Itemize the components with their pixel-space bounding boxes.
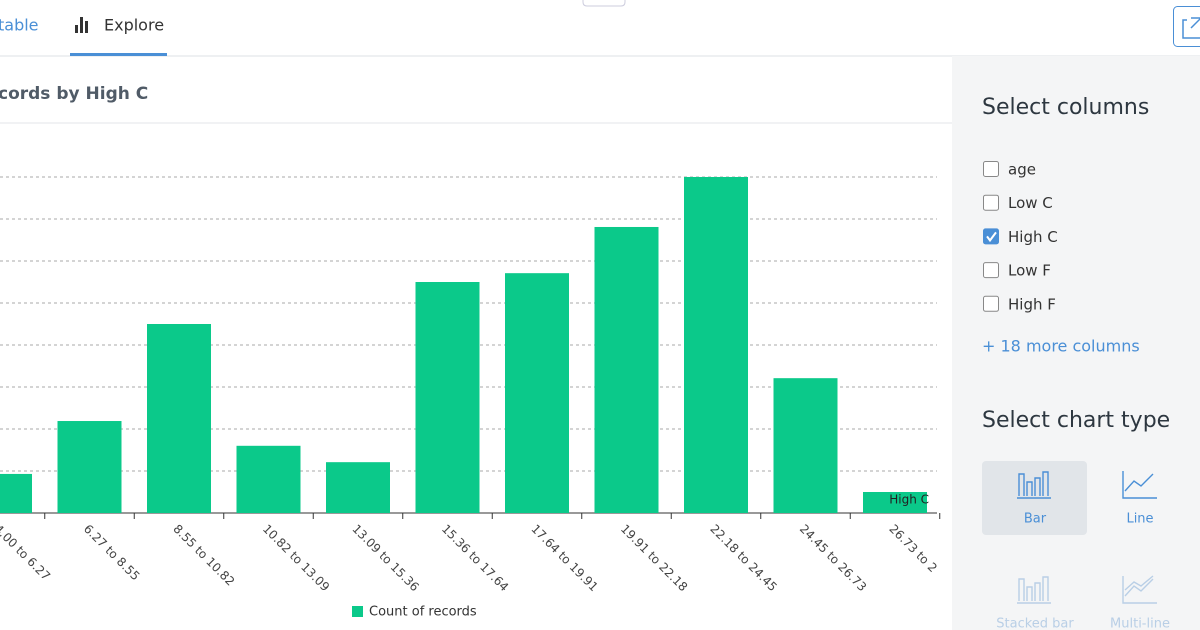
top-bar (0, 0, 1200, 56)
chart-type-label[interactable]: Bar (1024, 512, 1047, 527)
x-tick-label: 4.00 to 6.27 (0, 522, 53, 584)
x-tick-label: 13.09 to 15.36 (349, 522, 421, 594)
tab-icon (75, 17, 88, 33)
x-axis-label: High C (889, 493, 929, 507)
x-tick-label: 6.27 to 8.55 (81, 522, 143, 584)
bar (863, 492, 927, 513)
checkbox[interactable] (983, 228, 999, 245)
checkbox[interactable] (983, 295, 999, 312)
x-tick-label: 26.73 to 2 (886, 522, 940, 576)
chart-title: cords by High C (0, 84, 148, 104)
bar (773, 378, 838, 513)
export-icon (1182, 17, 1200, 39)
checkbox[interactable] (983, 194, 999, 211)
column-label[interactable]: High F (1008, 295, 1056, 313)
checkbox[interactable] (983, 262, 999, 279)
bar (594, 226, 659, 514)
more-columns-link[interactable]: + 18 more columns (982, 337, 1140, 356)
x-tick-label: 22.18 to 24.45 (707, 522, 779, 594)
tab-label[interactable]: table (0, 16, 39, 35)
export-button[interactable] (1173, 6, 1200, 47)
column-label[interactable]: Low C (1008, 194, 1053, 212)
x-tick-label: 15.36 to 17.64 (439, 522, 511, 594)
bar (57, 421, 122, 513)
handle[interactable] (582, 0, 626, 7)
tab-underline (70, 53, 167, 56)
tab-label[interactable]: Explore (104, 16, 164, 35)
bar (505, 273, 569, 513)
bar (415, 282, 480, 513)
bar (236, 445, 301, 513)
checkbox[interactable] (983, 161, 999, 177)
chart-type-label: Stacked bar (996, 617, 1074, 630)
x-tick-label: 8.55 to 10.82 (170, 522, 237, 589)
section-title: Select chart type (982, 408, 1170, 433)
x-tick-label: 17.64 to 19.91 (528, 522, 600, 594)
column-label[interactable]: High C (1008, 228, 1058, 246)
column-label[interactable]: Low F (1008, 262, 1051, 280)
legend-label: Count of records (369, 605, 477, 620)
bar (326, 462, 390, 513)
legend-swatch (352, 606, 363, 617)
chart-type-icon (1122, 575, 1157, 604)
chart-type-label[interactable]: Line (1126, 512, 1153, 527)
bar (147, 324, 211, 513)
bar (684, 177, 748, 513)
chart-type-icon (1017, 471, 1051, 499)
chart-type-icon (1017, 576, 1051, 604)
checkmark (986, 231, 997, 243)
section-title: Select columns (982, 95, 1149, 120)
bar (0, 473, 32, 513)
x-tick-label: 10.82 to 13.09 (260, 522, 332, 594)
x-tick-label: 19.91 to 22.18 (618, 522, 690, 594)
column-label[interactable]: age (1008, 161, 1036, 179)
chart-type-label: Multi-line (1110, 617, 1170, 630)
chart-type-icon (1122, 471, 1157, 499)
x-tick-label: 24.45 to 26.73 (797, 522, 869, 594)
